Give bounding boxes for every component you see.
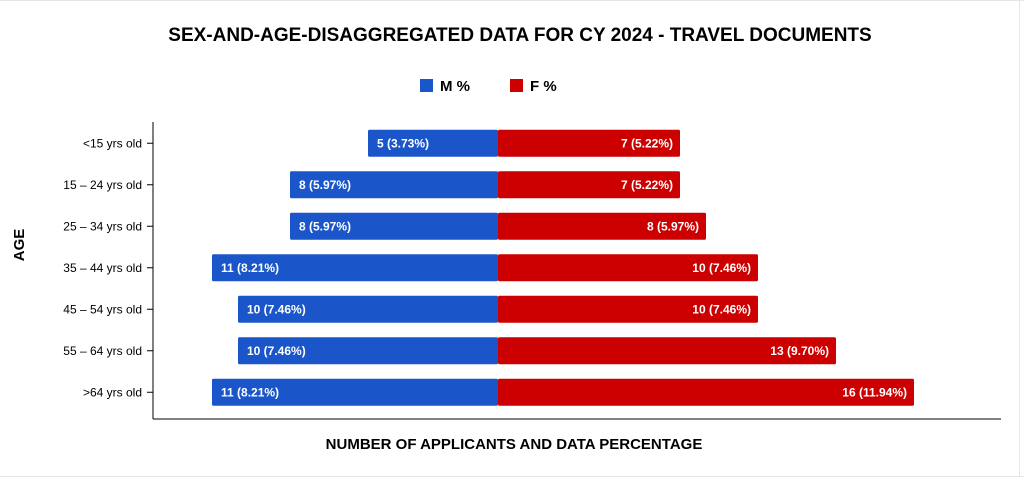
bar-label-male: 11 (8.21%) <box>221 385 279 399</box>
bar-female <box>498 295 758 323</box>
bar-male <box>290 212 498 240</box>
bar-male <box>290 171 498 199</box>
bar-female <box>498 378 914 406</box>
bar-label-female: 16 (11.94%) <box>842 385 907 399</box>
bar-label-female: 7 (5.22%) <box>621 178 673 192</box>
bar-label-female: 13 (9.70%) <box>770 344 829 358</box>
bar-female <box>498 254 758 282</box>
frame-border-right <box>1019 0 1020 477</box>
chart-title: SEX-AND-AGE-DISAGGREGATED DATA FOR CY 20… <box>168 25 871 46</box>
legend-label-m: M % <box>440 78 470 95</box>
bar-label-female: 10 (7.46%) <box>692 302 751 316</box>
bar-label-male: 10 (7.46%) <box>247 302 306 316</box>
bar-female <box>498 212 706 240</box>
bar-label-male: 8 (5.97%) <box>299 178 351 192</box>
legend-swatch-f <box>510 79 523 92</box>
bar-male <box>212 254 498 282</box>
bar-label-male: 11 (8.21%) <box>221 261 279 275</box>
bar-label-female: 7 (5.22%) <box>621 136 673 150</box>
frame-border-top <box>0 0 1024 1</box>
legend-swatch-m <box>420 79 433 92</box>
y-tick-label: 55 – 64 yrs old <box>63 344 142 358</box>
axes: <15 yrs old 15 – 24 yrs old 25 – 34 yrs ol… <box>63 122 1001 420</box>
y-axis-title: AGE <box>11 229 28 262</box>
bar-female <box>498 129 680 157</box>
bar-male <box>238 295 498 323</box>
bar-male <box>368 129 498 157</box>
y-tick-label: >64 yrs old <box>83 385 142 399</box>
bar-label-female: 10 (7.46%) <box>692 261 751 275</box>
bar-male <box>238 337 498 365</box>
bar-label-male: 5 (3.73%) <box>377 136 429 150</box>
y-tick-label: <15 yrs old <box>83 136 142 150</box>
bar-label-male: 10 (7.46%) <box>247 344 306 358</box>
bar-label-male: 8 (5.97%) <box>299 219 351 233</box>
bar-female <box>498 171 680 199</box>
bar-male <box>212 378 498 406</box>
bars: 5 (3.73%) 8 (5.97%) 8 (5.97%) 11 (8.21%) 10 … <box>212 129 914 406</box>
y-tick-label: 35 – 44 yrs old <box>63 261 142 275</box>
x-axis-title: NUMBER OF APPLICANTS AND DATA PERCENTAGE <box>326 436 703 453</box>
bar-female <box>498 337 836 365</box>
legend: M % F % <box>420 78 557 95</box>
legend-label-f: F % <box>530 78 557 95</box>
bar-label-female: 8 (5.97%) <box>647 219 699 233</box>
y-tick-label: 45 – 54 yrs old <box>63 302 142 316</box>
y-tick-label: 25 – 34 yrs old <box>63 219 142 233</box>
y-tick-label: 15 – 24 yrs old <box>63 178 142 192</box>
frame-border-bottom <box>0 476 1024 477</box>
